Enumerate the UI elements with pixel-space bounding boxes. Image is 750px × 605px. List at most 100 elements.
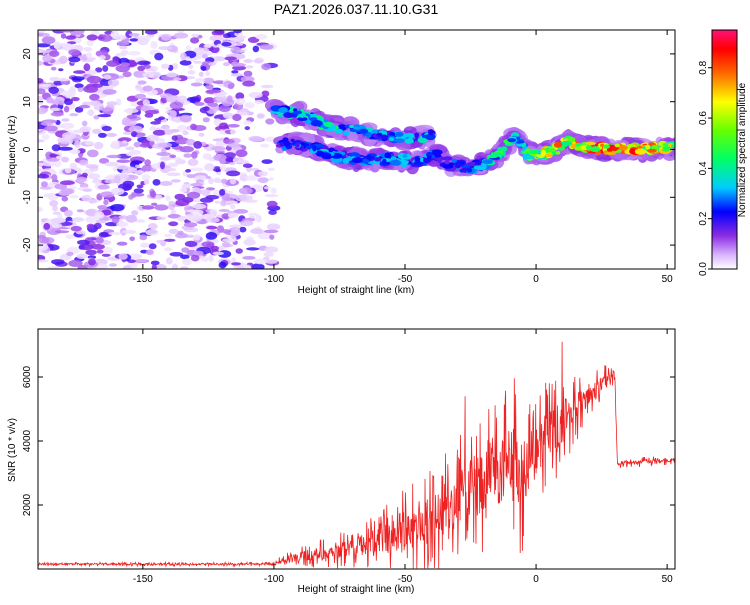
noise-blob — [201, 241, 215, 248]
noise-blob — [177, 124, 187, 132]
spectrogram-y-axis-label: Frequency (Hz) — [7, 116, 18, 185]
noise-blob — [150, 260, 160, 266]
signal-blob — [421, 134, 433, 139]
noise-blob — [152, 179, 161, 186]
noise-blob — [257, 171, 268, 177]
noise-blob — [193, 234, 201, 241]
noise-blob — [85, 52, 92, 59]
noise-blob — [219, 189, 226, 196]
noise-blob — [233, 209, 249, 214]
noise-blob — [77, 239, 90, 245]
noise-blob — [121, 117, 131, 126]
noise-blob — [264, 194, 279, 198]
noise-blob — [38, 107, 48, 115]
noise-blob — [60, 180, 75, 185]
noise-blob — [61, 132, 77, 140]
noise-blob — [264, 259, 278, 264]
noise-blob — [60, 33, 67, 39]
noise-blob — [192, 250, 204, 256]
noise-blob — [190, 37, 200, 44]
noise-blob — [227, 124, 240, 128]
noise-blob — [145, 68, 155, 72]
noise-blob — [208, 62, 217, 66]
noise-blob — [70, 225, 82, 232]
noise-blob — [86, 34, 98, 41]
snr-y-tick-label: 6000 — [22, 365, 33, 388]
noise-blob — [98, 132, 107, 138]
noise-blob — [263, 229, 279, 234]
noise-blob — [189, 167, 204, 172]
noise-blob — [250, 228, 264, 234]
noise-blob — [164, 234, 173, 237]
noise-blob — [182, 184, 192, 188]
signal-blob — [351, 157, 363, 164]
noise-blob — [127, 51, 141, 56]
noise-blob — [60, 30, 75, 33]
noise-blob — [209, 208, 218, 217]
noise-blob — [118, 215, 128, 219]
colorbar-tick-label: 0.0 — [698, 262, 709, 276]
signal-blob — [297, 116, 308, 122]
noise-blob — [96, 249, 104, 254]
noise-blob — [126, 114, 138, 119]
noise-blob — [76, 253, 88, 260]
noise-blob — [95, 219, 107, 224]
signal-blob — [607, 147, 613, 153]
signal-blob — [278, 107, 288, 113]
noise-blob — [253, 58, 264, 64]
noise-blob — [69, 113, 79, 117]
noise-blob — [51, 259, 65, 265]
noise-blob — [95, 50, 109, 58]
noise-blob — [201, 190, 211, 197]
signal-blob — [413, 161, 424, 166]
colorbar-tick-label: 0.4 — [698, 161, 709, 175]
noise-blob — [163, 247, 172, 252]
noise-blob — [108, 232, 123, 236]
noise-blob — [76, 209, 84, 213]
signal-blob — [611, 147, 618, 152]
noise-blob — [232, 65, 247, 71]
noise-blob — [219, 165, 227, 172]
noise-blob — [115, 52, 127, 57]
noise-blob — [71, 76, 85, 81]
noise-blob — [88, 109, 94, 117]
noise-blob — [126, 107, 134, 115]
noise-blob — [65, 234, 76, 240]
noise-blob — [203, 106, 210, 112]
noise-blob — [265, 136, 276, 142]
colorbar-tick-label: 0.8 — [698, 60, 709, 74]
noise-blob — [235, 92, 245, 100]
noise-blob — [110, 140, 120, 149]
noise-blob — [53, 160, 62, 168]
noise-blob — [230, 129, 236, 135]
noise-blob — [232, 157, 244, 164]
noise-blob — [38, 173, 50, 179]
noise-blob — [218, 105, 231, 112]
noise-blob — [122, 166, 137, 174]
noise-blob — [98, 158, 110, 164]
noise-blob — [189, 58, 197, 62]
noise-blob — [141, 174, 151, 181]
noise-blob — [174, 193, 186, 201]
noise-blob — [164, 126, 170, 133]
noise-blob — [261, 63, 271, 71]
noise-blob — [223, 62, 230, 67]
signal-blob — [567, 136, 576, 143]
noise-blob — [213, 177, 221, 183]
noise-blob — [177, 30, 185, 34]
noise-blob — [81, 194, 92, 202]
noise-blob — [254, 99, 264, 105]
noise-blob — [191, 151, 198, 159]
noise-blob — [50, 112, 64, 117]
noise-blob — [179, 187, 188, 193]
noise-blob — [230, 204, 236, 210]
noise-blob — [43, 193, 53, 198]
noise-blob — [101, 125, 112, 132]
signal-blob — [618, 145, 628, 151]
noise-blob — [187, 158, 199, 166]
noise-blob — [255, 214, 262, 223]
noise-blob — [134, 93, 147, 100]
signal-blob — [662, 147, 670, 152]
noise-blob — [81, 172, 88, 178]
